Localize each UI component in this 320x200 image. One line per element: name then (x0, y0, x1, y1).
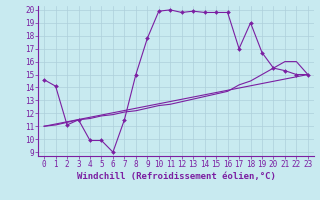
X-axis label: Windchill (Refroidissement éolien,°C): Windchill (Refroidissement éolien,°C) (76, 172, 276, 181)
